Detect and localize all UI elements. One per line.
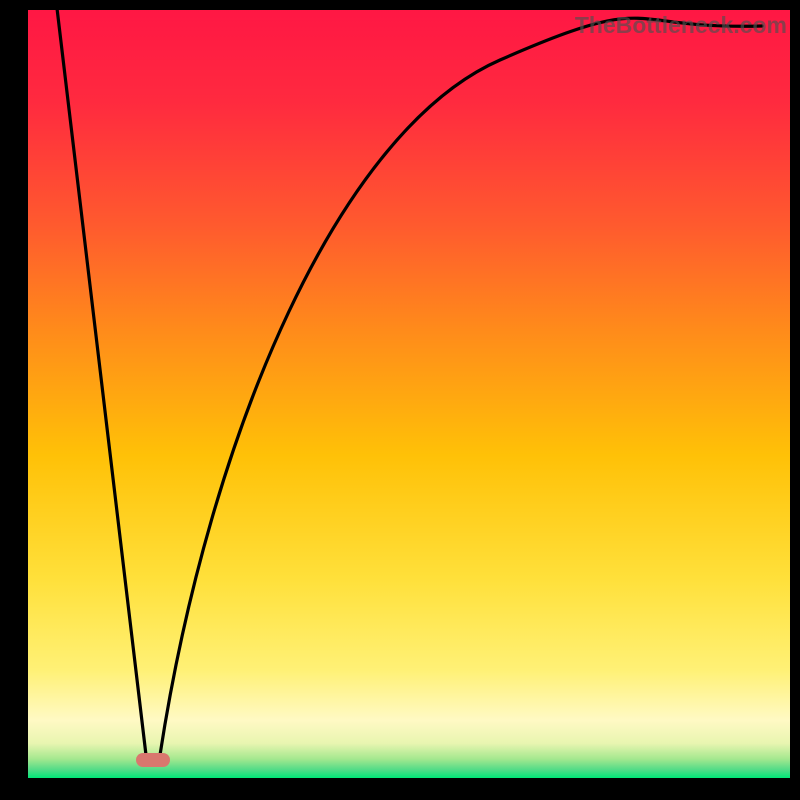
frame-left xyxy=(0,0,28,800)
plot-area xyxy=(28,10,790,778)
watermark-text: TheBottleneck.com xyxy=(575,12,787,39)
frame-top xyxy=(0,0,800,10)
bottleneck-curve xyxy=(28,10,790,778)
optimal-marker xyxy=(136,753,170,767)
frame-right xyxy=(790,0,800,800)
frame-bottom xyxy=(0,778,800,800)
